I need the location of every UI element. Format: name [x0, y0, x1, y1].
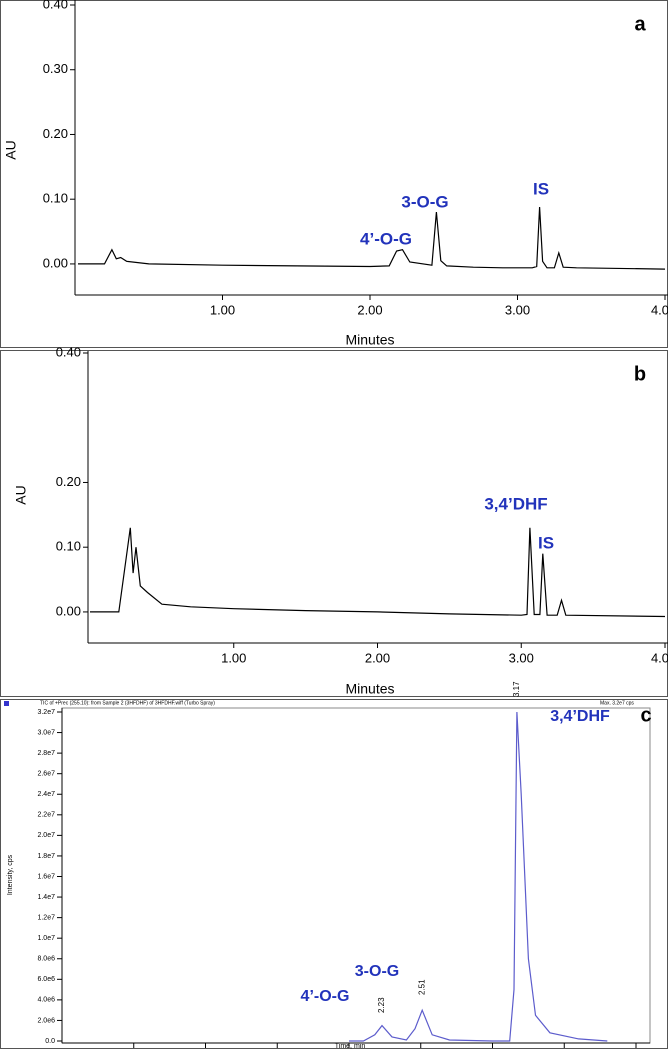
y-tick-label: 0.40: [43, 0, 68, 11]
y-tick-label: 2.2e7: [37, 812, 55, 819]
y-tick-label: 0.30: [43, 61, 68, 76]
y-tick-label: 2.8e7: [37, 750, 55, 757]
y-tick-label: 6.0e6: [37, 976, 55, 983]
panel-label: b: [634, 363, 646, 385]
y-tick-label: 0.20: [56, 474, 81, 489]
x-tick-label: 1.00: [210, 302, 235, 317]
y-tick-label: 1.2e7: [37, 914, 55, 921]
y-tick-label: 0.40: [56, 344, 81, 359]
x-axis-label: Minutes: [345, 681, 394, 697]
y-tick-label: 0.10: [56, 539, 81, 554]
peak-time-label: 2.51: [417, 979, 426, 995]
y-tick-label: 1.0e7: [37, 935, 55, 942]
x-axis-label: Time, min: [335, 1043, 366, 1050]
y-tick-label: 3.0e7: [37, 729, 55, 736]
y-tick-label: 1.4e7: [37, 894, 55, 901]
panel-label: a: [634, 13, 646, 35]
peak-annotation: 4’-O-G: [301, 988, 350, 1005]
y-tick-label: 0.00: [43, 255, 68, 270]
peak-annotation: IS: [533, 179, 549, 198]
trace: [349, 711, 608, 1042]
panel-label: c: [640, 704, 651, 726]
y-tick-label: 3.2e7: [37, 709, 55, 716]
peak-annotation: 3-O-G: [401, 192, 448, 211]
x-tick-label: 4.0: [651, 650, 668, 665]
y-tick-label: 2.0e7: [37, 832, 55, 839]
peak-time-label: 2.23: [377, 997, 386, 1013]
y-tick-label: 2.4e7: [37, 791, 55, 798]
y-tick-label: 2.6e7: [37, 771, 55, 778]
peak-annotation: 4’-O-G: [360, 229, 412, 248]
x-tick-label: 1.00: [221, 650, 246, 665]
panel-frame: [0, 350, 668, 697]
x-tick-label: 2.00: [365, 650, 390, 665]
legend-swatch: [4, 701, 9, 706]
x-axis-label: Minutes: [345, 332, 394, 348]
y-axis-label: AU: [13, 485, 29, 504]
x-tick-label: 2.00: [357, 302, 382, 317]
y-axis-label: Intensity, cps: [7, 854, 14, 895]
y-tick-label: 0.10: [43, 191, 68, 206]
x-tick-label: 4.0: [651, 302, 668, 317]
y-tick-label: 1.8e7: [37, 853, 55, 860]
y-tick-label: 2.0e6: [37, 1017, 55, 1024]
max-label: Max. 3.2e7 cps: [600, 700, 634, 706]
y-tick-label: 0.00: [56, 603, 81, 618]
chart-header: TIC of +Prec (255.10): from Sample 2 (3H…: [40, 700, 215, 706]
trace: [90, 527, 666, 618]
peak-annotation: 3,4’DHF: [550, 708, 610, 725]
peak-time-label: 3.17: [512, 681, 521, 697]
y-axis-label: AU: [3, 140, 19, 159]
plot-frame: [61, 707, 651, 1044]
peak-annotation: 3-O-G: [355, 963, 399, 980]
peak-annotation: 3,4’DHF: [484, 494, 547, 513]
x-tick-label: 3.00: [505, 302, 530, 317]
y-tick-label: 1.6e7: [37, 873, 55, 880]
y-tick-label: 0.0: [45, 1038, 55, 1045]
y-tick-label: 0.20: [43, 126, 68, 141]
peak-annotation: IS: [538, 533, 554, 552]
x-tick-label: 3.00: [509, 650, 534, 665]
y-tick-label: 4.0e6: [37, 997, 55, 1004]
y-tick-label: 8.0e6: [37, 956, 55, 963]
trace: [78, 206, 666, 270]
